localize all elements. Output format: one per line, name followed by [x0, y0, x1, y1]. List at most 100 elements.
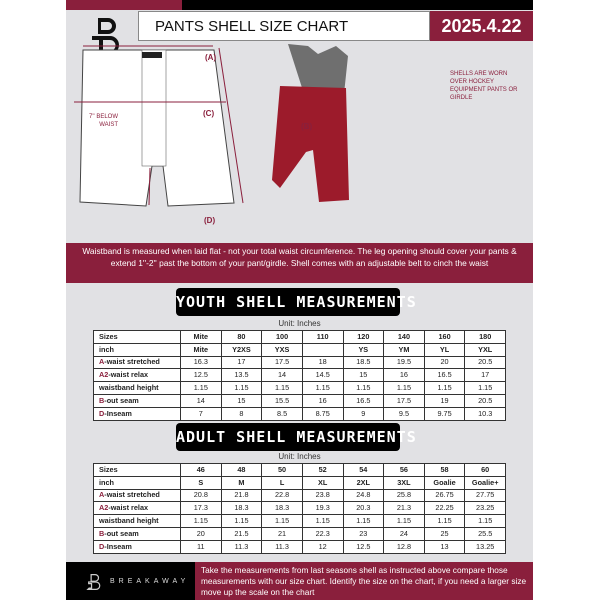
table-cell: Goalie	[423, 475, 466, 490]
table-cell: 1.15	[423, 381, 466, 395]
row-label: A2-waist relax	[93, 501, 181, 516]
row-label-text: Sizes	[99, 331, 118, 341]
row-label-prefix: A2	[99, 503, 109, 513]
table-cell: 11.3	[261, 539, 303, 554]
table-cell: 50	[261, 463, 303, 477]
table-cell: 1.15	[301, 514, 344, 528]
table-cell: 23.8	[301, 488, 344, 503]
table-cell: 1.15	[342, 381, 385, 395]
label-d: (D)	[204, 216, 216, 225]
table-cell: Y2XS	[220, 342, 263, 357]
table-cell: 17.5	[261, 355, 303, 370]
row-label: inch	[93, 342, 181, 357]
row-label-text: -waist relax	[108, 370, 149, 380]
youth-section-title: YOUTH SHELL MEASUREMENTS	[176, 288, 416, 316]
table-row: inch S M L XL 2XL 3XL Goalie Goalie+	[93, 475, 506, 490]
table-cell: 48	[220, 463, 263, 477]
table-row: D-Inseam 11 11.3 11.3 12 12.5 12.8 13 13.25	[93, 539, 506, 554]
table-cell: 60	[464, 463, 506, 477]
row-label-prefix: A	[99, 357, 105, 367]
table-cell: 20	[423, 355, 466, 370]
youth-size-table: Sizes Mite 80 100 110 120 140 160 180 inch Mite Y2X…	[93, 330, 506, 421]
table-cell: 1.15	[383, 514, 425, 528]
row-label: D-Inseam	[93, 406, 181, 421]
table-row: waistband height 1.15 1.15 1.15 1.15 1.15 1.15…	[93, 381, 506, 395]
table-row: Sizes Mite 80 100 110 120 140 160 180	[93, 330, 506, 344]
table-cell: 18.3	[220, 501, 263, 516]
row-label: A2-waist relax	[93, 368, 181, 383]
table-cell: 54	[342, 463, 385, 477]
table-cell: 8.5	[261, 406, 303, 421]
table-cell: 11.3	[220, 539, 263, 554]
table-cell: 18	[301, 355, 344, 370]
table-cell: 20.5	[464, 393, 506, 408]
table-cell: 16.5	[342, 393, 385, 408]
table-cell: 8.75	[301, 406, 344, 421]
table-cell: 1.15	[180, 514, 222, 528]
table-row: A-waist stretched 16.3 17 17.5 18 18.5 19.5 20 2…	[93, 355, 506, 370]
table-cell: 1.15	[464, 514, 506, 528]
table-cell: 16.5	[423, 368, 466, 383]
table-cell: 180	[464, 330, 506, 344]
adult-section-title: ADULT SHELL MEASUREMENTS	[176, 423, 416, 451]
table-cell: 58	[423, 463, 466, 477]
table-cell: 1.15	[423, 514, 466, 528]
table-cell: 25.5	[464, 526, 506, 541]
table-cell: 2XL	[342, 475, 385, 490]
table-cell: 14	[180, 393, 222, 408]
table-cell: 8	[220, 406, 263, 421]
table-cell: S	[180, 475, 222, 490]
table-cell: 26.75	[423, 488, 466, 503]
row-label: A-waist stretched	[93, 488, 181, 503]
row-label: D-Inseam	[93, 539, 181, 554]
row-label: A-waist stretched	[93, 355, 181, 370]
pants-diagram: (A) (C) (B) (D) 7'' BELOW WAIST SHELLS A…	[66, 40, 533, 243]
table-cell: 21	[261, 526, 303, 541]
table-cell: 21.8	[220, 488, 263, 503]
footer-brand-block: BREAKAWAY	[66, 562, 195, 600]
table-cell: 1.15	[464, 381, 506, 395]
table-cell: 16	[383, 368, 425, 383]
row-label-text: -waist stretched	[104, 490, 160, 500]
table-cell: 24.8	[342, 488, 385, 503]
date-badge: 2025.4.22	[430, 11, 533, 41]
table-cell: 21.5	[220, 526, 263, 541]
table-cell: 12.5	[342, 539, 385, 554]
table-cell: XL	[301, 475, 344, 490]
table-cell: 1.15	[261, 381, 303, 395]
table-cell: 19.3	[301, 501, 344, 516]
adult-size-table: Sizes 46 48 50 52 54 56 58 60 inch S M L XL 2XL 3XL Goal…	[93, 463, 506, 554]
table-cell: 20.3	[342, 501, 385, 516]
table-cell: 17	[464, 368, 506, 383]
row-label: B-out seam	[93, 526, 181, 541]
table-cell: 20	[180, 526, 222, 541]
brand-name: BREAKAWAY	[110, 578, 190, 585]
top-bar-accent	[66, 0, 182, 10]
row-label-text: -out seam	[104, 528, 139, 538]
table-cell: 20.5	[464, 355, 506, 370]
table-cell: 16.3	[180, 355, 222, 370]
measurement-instructions: Waistband is measured when laid flat - n…	[66, 243, 533, 283]
table-cell: L	[261, 475, 303, 490]
row-label-prefix: A	[99, 490, 105, 500]
label-c: (C)	[203, 109, 215, 118]
table-cell: 18.3	[261, 501, 303, 516]
table-cell: 46	[180, 463, 222, 477]
table-cell: 19.5	[383, 355, 425, 370]
table-cell: 1.15	[342, 514, 385, 528]
table-cell: 23	[342, 526, 385, 541]
table-cell: 110	[301, 330, 344, 344]
row-label-prefix: B	[99, 395, 105, 405]
table-cell: 17.3	[180, 501, 222, 516]
table-cell: 15	[342, 368, 385, 383]
row-label-text: -out seam	[104, 395, 139, 405]
table-cell: 9.5	[383, 406, 425, 421]
row-label: Sizes	[93, 463, 181, 477]
row-label: waistband height	[93, 514, 181, 528]
table-cell: Goalie+	[464, 475, 506, 490]
label-a: (A)	[205, 53, 217, 62]
table-cell: 25.8	[383, 488, 425, 503]
table-cell: YS	[342, 342, 385, 357]
table-cell: 22.25	[423, 501, 466, 516]
row-label-prefix: A2	[99, 370, 109, 380]
